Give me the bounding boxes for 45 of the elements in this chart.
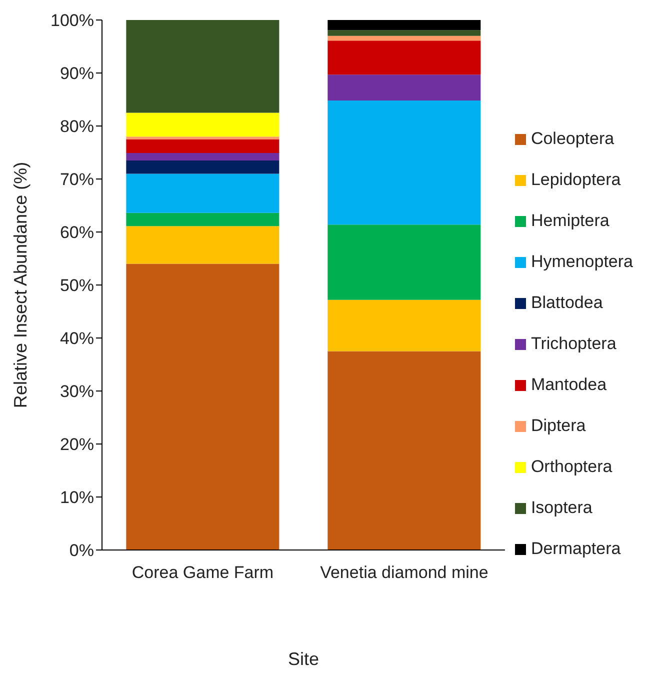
bar: [126, 112, 280, 137]
bar: [126, 264, 280, 550]
legend-label: Mantodea: [530, 375, 607, 395]
y-axis-title: Relative Insect Abundance (%): [10, 162, 30, 408]
y-tick-label: 20%: [60, 435, 94, 454]
bar: [126, 136, 280, 140]
bar: [328, 300, 481, 352]
bar: [126, 174, 280, 213]
legend-label: Orthoptera: [530, 457, 612, 477]
legend-label: Diptera: [530, 416, 586, 436]
bar: [126, 226, 280, 264]
y-tick-label: 60%: [60, 223, 94, 242]
x-axis-title: Site: [288, 649, 319, 669]
bar: [328, 20, 481, 30]
bar: [328, 40, 481, 75]
x-tick-label: Venetia diamond mine: [320, 563, 488, 582]
legend-label: Coleoptera: [530, 129, 614, 149]
bar: [126, 139, 280, 154]
legend-label: Blattodea: [530, 293, 603, 313]
x-tick-label: Corea Game Farm: [132, 563, 274, 582]
y-tick-label: 30%: [60, 382, 94, 402]
legend-label: Trichoptera: [530, 334, 616, 354]
y-tick-label: 70%: [60, 170, 94, 190]
legend-label: Isoptera: [530, 498, 592, 518]
bar: [328, 224, 481, 300]
y-tick-label: 90%: [60, 64, 94, 84]
bar: [126, 20, 280, 113]
bar: [126, 153, 280, 160]
legend-label: Lepidoptera: [530, 170, 621, 190]
legend-label: Hemiptera: [530, 211, 610, 231]
bar: [328, 74, 481, 101]
bar: [126, 212, 280, 226]
bar: [126, 160, 280, 174]
bar: [328, 100, 481, 225]
legend-label: Dermaptera: [530, 539, 621, 559]
y-tick-label: 40%: [60, 329, 94, 348]
legend-label: Hymenoptera: [530, 252, 633, 272]
bar: [328, 30, 481, 36]
y-tick-label: 50%: [60, 276, 94, 296]
bar: [328, 36, 481, 41]
y-tick-label: 100%: [50, 11, 94, 30]
bar: [328, 351, 481, 550]
y-tick-label: 10%: [60, 488, 94, 508]
y-tick-label: 80%: [60, 117, 94, 136]
y-tick-label: 0%: [69, 541, 94, 560]
